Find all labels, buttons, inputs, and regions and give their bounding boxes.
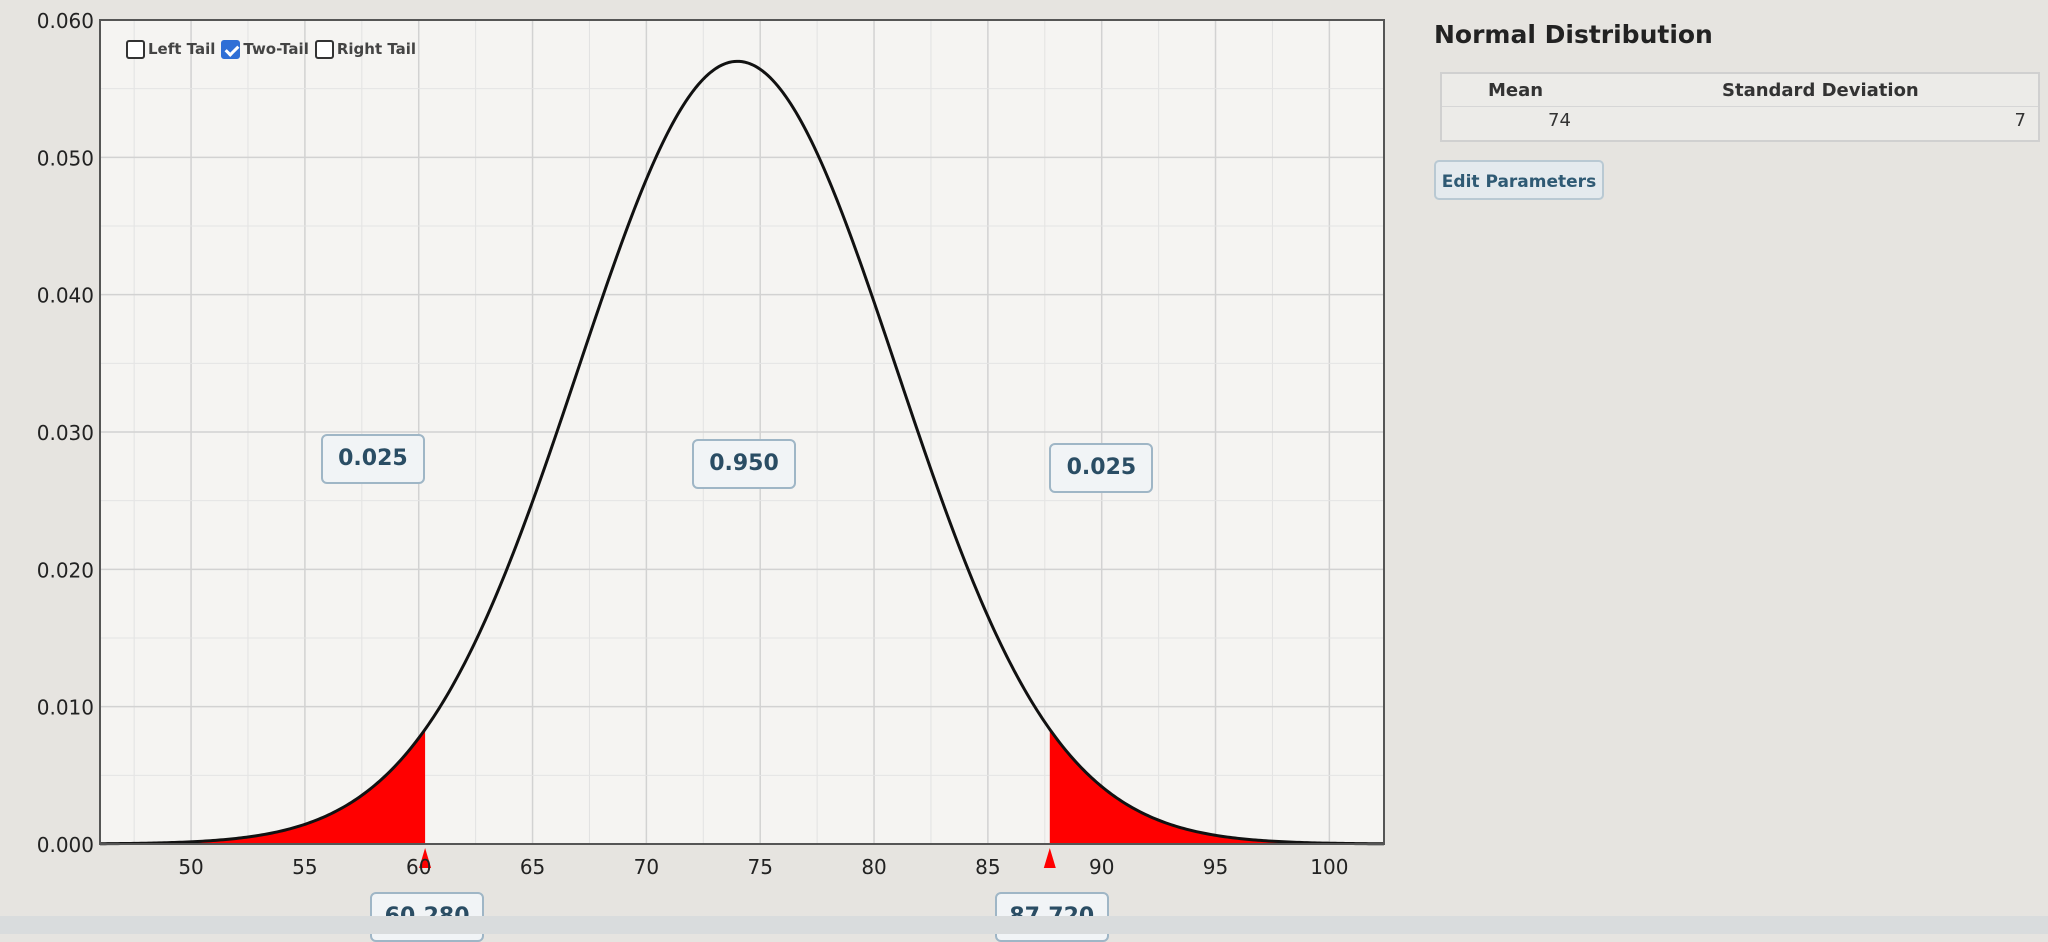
x-tick-label: 65	[520, 855, 545, 879]
y-tick-label: 0.030	[37, 421, 94, 445]
x-tick-label: 80	[861, 855, 886, 879]
y-tick-label: 0.000	[37, 833, 94, 857]
cutoff-markers	[419, 848, 1056, 868]
y-tick-label: 0.060	[37, 9, 94, 33]
plot-border	[99, 19, 1385, 845]
two-tail-label: Two-Tail	[243, 40, 309, 58]
x-tick-label: 50	[178, 855, 203, 879]
y-tick-label: 0.010	[37, 696, 94, 720]
lower-cutoff-marker	[419, 848, 432, 868]
left-tail-checkbox[interactable]	[126, 39, 145, 59]
normal-distribution-chart: 0.000 0.010 0.020 0.030 0.040 0.050 0.060 50 55…	[37, 9, 1385, 879]
x-tick-label: 55	[292, 855, 317, 879]
tail-options: Left Tail Two-Tail Right Tail	[126, 35, 422, 63]
area-label-right-tail: 0.025	[1049, 443, 1154, 494]
x-tick-label: 85	[975, 855, 1000, 879]
x-axis-ticks: 50 55 60 65 70 75 80 85 90 95 100	[178, 855, 1348, 879]
right-tail-checkbox[interactable]	[314, 39, 334, 59]
panel-title: Normal Distribution	[1434, 20, 1713, 49]
table-divider	[1442, 106, 2038, 107]
density-curve	[99, 59, 1385, 846]
mean-header: Mean	[1488, 80, 1544, 101]
x-tick-label: 75	[747, 855, 772, 879]
y-tick-label: 0.040	[37, 284, 94, 308]
right-tail-label: Right Tail	[336, 40, 417, 58]
x-tick-label: 60	[406, 855, 431, 879]
area-label-left-tail: 0.025	[320, 433, 425, 484]
right-tail-option[interactable]: Right Tail	[314, 39, 417, 59]
x-tick-label: 95	[1203, 855, 1228, 879]
shaded-tails	[100, 729, 1384, 844]
y-tick-label: 0.020	[37, 558, 94, 582]
two-tail-checkbox[interactable]	[221, 39, 241, 59]
upper-cutoff-marker	[1043, 848, 1056, 868]
sd-header: Standard Deviation	[1722, 80, 1919, 101]
left-tail-area	[100, 729, 426, 844]
x-tick-label: 90	[1089, 855, 1114, 879]
x-tick-label: 100	[1310, 855, 1348, 879]
sd-value: 7	[2014, 110, 2026, 131]
parameters-table: Mean Standard Deviation 74 7	[1440, 72, 2040, 142]
x-tick-label: 70	[634, 855, 659, 879]
edit-parameters-button[interactable]: Edit Parameters	[1434, 160, 1604, 200]
left-tail-label: Left Tail	[148, 40, 216, 58]
bottom-bar	[0, 916, 2048, 934]
y-tick-label: 0.050	[37, 146, 94, 170]
grid	[100, 19, 1384, 845]
right-tail-area	[1049, 729, 1384, 844]
area-label-center: 0.950	[692, 439, 796, 490]
two-tail-option[interactable]: Two-Tail	[221, 39, 309, 59]
y-axis-ticks: 0.000 0.010 0.020 0.030 0.040 0.050 0.060	[37, 9, 94, 857]
left-tail-option[interactable]: Left Tail	[126, 39, 216, 59]
mean-value: 74	[1548, 110, 1571, 131]
